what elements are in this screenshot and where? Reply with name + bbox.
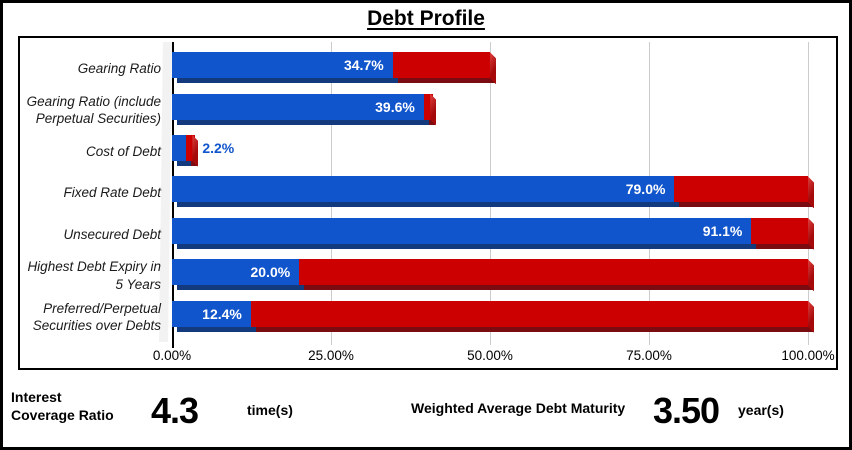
bar-segment-secondary: [751, 217, 808, 244]
x-axis-labels: 0.00% 25.00% 50.00% 75.00% 100.00%: [153, 342, 835, 368]
category-label: Fixed Rate Debt: [63, 185, 161, 201]
debt-maturity-label: Weighted Average Debt Maturity: [411, 400, 626, 416]
bar-segment-primary: [172, 135, 186, 162]
interest-coverage-label: Interest Coverage Ratio: [11, 389, 114, 424]
bar-value-label: 79.0%: [625, 181, 666, 198]
bar-segment-secondary: [674, 176, 808, 203]
x-tick-label: 0.00%: [152, 348, 192, 363]
bar-segment-secondary: [299, 259, 808, 286]
bar-row: Preferred/Perpetual Securities over Debt…: [20, 297, 814, 338]
interest-coverage-value: 4.3: [151, 390, 199, 431]
bar-end-cap: [808, 300, 814, 333]
x-tick-label: 100.00%: [781, 348, 835, 363]
bar-row: Gearing Ratio (include Perpetual Securit…: [20, 89, 808, 130]
x-tick-label: 25.00%: [308, 348, 354, 363]
bar-track: 79.0%: [172, 176, 814, 209]
bar-end-cap: [808, 259, 814, 292]
category-label: Gearing Ratio: [77, 60, 161, 76]
bar-end-cap: [490, 52, 496, 85]
bar-segment-primary: 91.1%: [172, 217, 752, 244]
bar-depth-secondary: [756, 243, 813, 249]
bar-segment-primary: 79.0%: [172, 176, 675, 203]
bar-row: Cost of Debt 2.2%: [20, 131, 808, 172]
category-label: Highest Debt Expiry in 5 Years: [27, 259, 161, 292]
bar-segment-secondary: [185, 135, 195, 162]
bar-chart: Gearing Ratio 34.7% Gearing Ratio (include…: [18, 36, 838, 370]
bar-track: 91.1%: [172, 217, 814, 251]
category-label: Gearing Ratio (include Perpetual Securit…: [26, 93, 161, 127]
bar-track: 39.6%: [172, 93, 808, 127]
bar-end-cap: [808, 176, 814, 209]
bar-segment-secondary: [392, 52, 490, 79]
bar-segment-primary: 34.7%: [172, 52, 393, 79]
bar-depth-secondary: [397, 78, 495, 84]
category-label: Unsecured Debt: [63, 226, 161, 242]
bar-value-label: 20.0%: [250, 264, 291, 281]
bar-row: Unsecured Debt 91.1%: [20, 214, 814, 255]
bar-depth-secondary: [679, 202, 813, 208]
bar-end-cap: [192, 135, 199, 168]
x-tick-label: 75.00%: [626, 348, 672, 363]
bar-end-cap: [430, 93, 437, 126]
bar-track: 34.7%: [172, 52, 808, 85]
bar-row: Fixed Rate Debt 79.0%: [20, 172, 814, 213]
debt-maturity-value: 3.50: [653, 390, 720, 431]
x-tick-label: 50.00%: [467, 348, 513, 363]
bar-rows: Gearing Ratio 34.7% Gearing Ratio (include…: [20, 48, 814, 338]
bar-depth-primary: [177, 285, 305, 291]
category-label: Cost of Debt: [85, 143, 161, 159]
bar-track: 12.4%: [172, 300, 814, 334]
page-title: Debt Profile: [367, 7, 485, 30]
bar-depth-secondary: [190, 161, 198, 167]
bar-segment-primary: 12.4%: [172, 300, 251, 327]
bar-depth-secondary: [255, 326, 813, 332]
bar-segment-secondary: [423, 93, 433, 120]
bar-depth-secondary: [304, 285, 813, 291]
bar-depth-primary: [177, 202, 680, 208]
bar-value-label: 39.6%: [375, 98, 415, 115]
chart-wall: [159, 42, 172, 342]
bar-value-label: 91.1%: [702, 222, 743, 239]
bar-segment-primary: 20.0%: [172, 259, 300, 286]
bar-value-label: 2.2%: [202, 140, 235, 157]
bar-row: Highest Debt Expiry in 5 Years 20.0%: [20, 255, 814, 296]
debt-maturity-unit: year(s): [738, 402, 784, 418]
bar-row: Gearing Ratio 34.7%: [20, 48, 808, 89]
bar-end-cap: [808, 217, 814, 250]
bar-segment-secondary: [250, 300, 808, 327]
bar-depth-primary: [177, 243, 757, 249]
bar-value-label: 34.7%: [343, 57, 384, 74]
bar-track: 2.2%: [172, 135, 808, 168]
bar-depth-secondary: [428, 119, 436, 125]
interest-coverage-unit: time(s): [247, 402, 293, 418]
bar-value-label: 12.4%: [202, 305, 242, 322]
bar-segment-primary: 39.6%: [172, 93, 424, 120]
bar-depth-primary: [177, 119, 429, 125]
bar-depth-primary: [177, 326, 256, 332]
bar-depth-primary: [177, 78, 398, 84]
bar-track: 20.0%: [172, 259, 814, 292]
stats-band: Interest Coverage Ratio 4.3 time(s) Weig…: [6, 373, 846, 447]
bar-depth-primary: [177, 161, 191, 167]
category-label: Preferred/Perpetual Securities over Debt…: [32, 300, 161, 334]
